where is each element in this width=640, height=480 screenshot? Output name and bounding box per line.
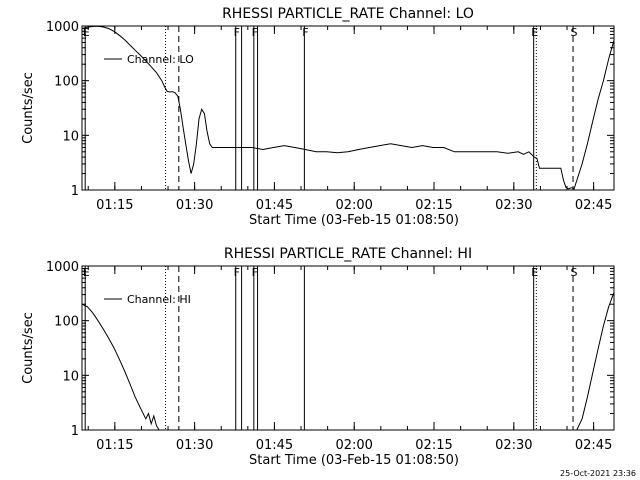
series-line	[576, 292, 614, 430]
chart-title: RHESSI PARTICLE_RATE Channel: LO	[222, 6, 474, 22]
x-tick-label: 01:15	[96, 198, 133, 213]
x-axis-label: Start Time (03-Feb-15 01:08:50)	[249, 453, 459, 468]
x-tick-label: 02:15	[415, 198, 452, 213]
marker-label: S	[571, 266, 578, 279]
marker-label: E	[531, 26, 538, 39]
y-tick-label: 1	[71, 424, 79, 439]
x-tick-label: 02:30	[495, 438, 532, 453]
marker-label: E	[83, 26, 90, 39]
marker-label: F	[252, 26, 258, 39]
y-tick-label: 10	[62, 369, 79, 384]
y-axis-label: Counts/sec	[21, 72, 36, 144]
x-axis-label: Start Time (03-Feb-15 01:08:50)	[249, 213, 459, 228]
x-tick-label: 02:45	[575, 438, 612, 453]
marker-label: E	[83, 266, 90, 279]
x-tick-label: 01:45	[256, 438, 293, 453]
x-tick-label: 01:30	[176, 438, 213, 453]
chart-title: RHESSI PARTICLE_RATE Channel: HI	[224, 246, 472, 262]
legend-label: Channel: HI	[127, 293, 191, 306]
y-tick-label: 10	[62, 129, 79, 144]
plot-frame	[81, 265, 615, 431]
x-tick-label: 01:45	[256, 198, 293, 213]
panel-lo: RHESSI PARTICLE_RATE Channel: LO 1 10 100 10…	[21, 6, 615, 228]
legend-label: Channel: LO	[127, 53, 194, 66]
marker-label: F	[234, 26, 240, 39]
plot-frame	[81, 25, 615, 191]
marker-label: F	[252, 266, 258, 279]
series-line	[82, 303, 160, 430]
marker-label: F	[302, 26, 308, 39]
marker-label: F	[234, 266, 240, 279]
x-tick-label: 02:15	[415, 438, 452, 453]
y-tick-label: 100	[54, 75, 79, 90]
x-tick-label: 01:30	[176, 198, 213, 213]
series-group	[82, 292, 614, 430]
y-tick-label: 1000	[46, 260, 79, 275]
x-tick-label: 02:45	[575, 198, 612, 213]
y-tick-label: 1	[71, 184, 79, 199]
x-tick-label: 02:00	[335, 198, 372, 213]
marker-label: S	[571, 26, 578, 39]
x-tick-label: 02:00	[335, 438, 372, 453]
y-axis-label: Counts/sec	[21, 312, 36, 384]
y-tick-label: 1000	[46, 20, 79, 35]
x-tick-label: 01:15	[96, 438, 133, 453]
y-tick-label: 100	[54, 315, 79, 330]
panel-hi: RHESSI PARTICLE_RATE Channel: HI 1 10 100 10…	[21, 246, 615, 468]
series-line	[82, 26, 614, 190]
marker-label: E	[531, 266, 538, 279]
x-tick-label: 02:30	[495, 198, 532, 213]
footer-timestamp: 25-Oct-2021 23:36	[560, 469, 636, 478]
series-group	[82, 26, 614, 190]
